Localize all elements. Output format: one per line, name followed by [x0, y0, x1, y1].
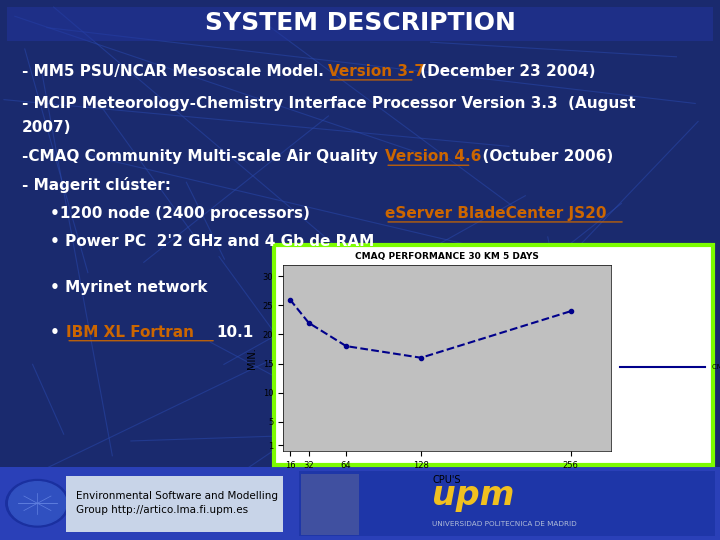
Text: 10.1: 10.1	[216, 325, 253, 340]
FancyBboxPatch shape	[0, 467, 720, 540]
Text: Version 3-7: Version 3-7	[328, 64, 425, 79]
Text: Version 4.6: Version 4.6	[385, 149, 482, 164]
Circle shape	[9, 482, 66, 525]
Text: eServer BladeCenter JS20: eServer BladeCenter JS20	[385, 206, 607, 221]
Circle shape	[6, 480, 69, 527]
Text: •: •	[50, 325, 66, 340]
Text: IBM XL Fortran: IBM XL Fortran	[66, 325, 194, 340]
Text: Environmental Software and Modelling
Group http://artico.lma.fi.upm.es: Environmental Software and Modelling Gro…	[76, 491, 278, 515]
FancyBboxPatch shape	[299, 471, 715, 536]
Text: CMAQ PERFORMANCE: CMAQ PERFORMANCE	[712, 364, 720, 370]
Y-axis label: MIN.: MIN.	[247, 347, 257, 369]
FancyBboxPatch shape	[274, 245, 713, 465]
Text: - Magerit clúster:: - Magerit clúster:	[22, 177, 171, 193]
FancyBboxPatch shape	[301, 474, 359, 535]
Text: (December 23 2004): (December 23 2004)	[415, 64, 595, 79]
Text: -CMAQ Community Multi-scale Air Quality: -CMAQ Community Multi-scale Air Quality	[22, 149, 388, 164]
Text: - MM5 PSU/NCAR Mesoscale Model.: - MM5 PSU/NCAR Mesoscale Model.	[22, 64, 329, 79]
Text: upm: upm	[432, 479, 514, 512]
Text: •1200 node (2400 processors): •1200 node (2400 processors)	[50, 206, 315, 221]
Text: UNIVERSIDAD POLITECNICA DE MADRID: UNIVERSIDAD POLITECNICA DE MADRID	[432, 521, 577, 527]
Text: • Power PC  2'2 GHz and 4 Gb de RAM: • Power PC 2'2 GHz and 4 Gb de RAM	[50, 234, 374, 249]
Text: (Octuber 2006): (Octuber 2006)	[472, 149, 613, 164]
X-axis label: CPU'S: CPU'S	[433, 475, 461, 485]
Text: • Myrinet network: • Myrinet network	[50, 280, 208, 295]
Text: - MCIP Meteorology-Chemistry Interface Processor Version 3.3  (August: - MCIP Meteorology-Chemistry Interface P…	[22, 96, 635, 111]
Text: 2007): 2007)	[22, 120, 71, 136]
Text: SYSTEM DESCRIPTION: SYSTEM DESCRIPTION	[204, 11, 516, 35]
Title: CMAQ PERFORMANCE 30 KM 5 DAYS: CMAQ PERFORMANCE 30 KM 5 DAYS	[355, 252, 539, 261]
FancyBboxPatch shape	[7, 7, 713, 40]
FancyBboxPatch shape	[66, 476, 283, 532]
